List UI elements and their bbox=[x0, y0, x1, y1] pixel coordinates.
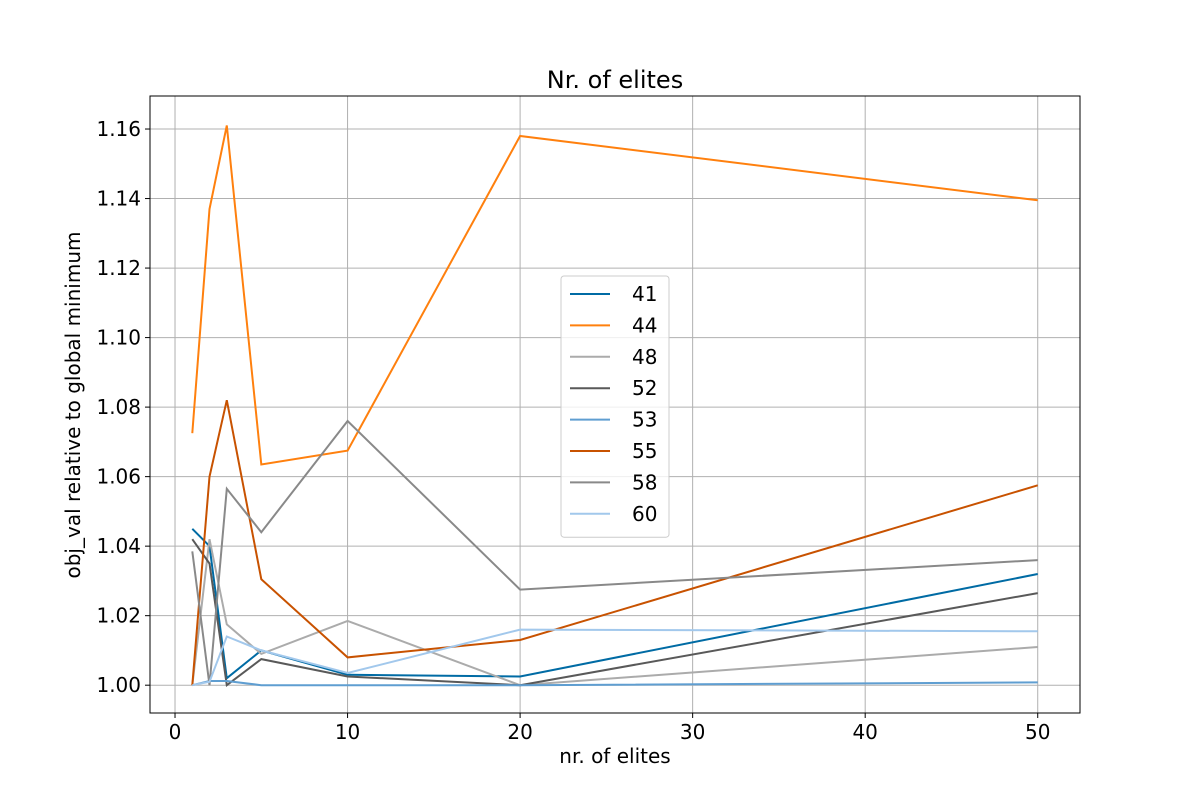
legend-label-52: 52 bbox=[632, 376, 657, 400]
series-line-60 bbox=[192, 628, 1038, 687]
x-axis-ticks: 0 10 20 30 40 50 bbox=[169, 713, 1050, 744]
legend-label-58: 58 bbox=[632, 470, 657, 494]
legend-label-48: 48 bbox=[632, 345, 657, 369]
y-tick-label: 1.14 bbox=[96, 187, 141, 211]
series-layer bbox=[191, 125, 1038, 688]
legend-label-41: 41 bbox=[632, 282, 657, 306]
y-axis-ticks: 1.00 1.02 1.04 1.06 1.08 1.10 1.12 1.14 1.16 bbox=[96, 117, 150, 697]
x-tick-label: 50 bbox=[1025, 720, 1050, 744]
x-tick-label: 0 bbox=[169, 720, 182, 744]
legend: 41 44 48 52 53 55 58 60 bbox=[560, 275, 670, 538]
series-line-55 bbox=[191, 399, 1038, 686]
legend-label-60: 60 bbox=[632, 502, 657, 526]
series-line-44 bbox=[191, 125, 1038, 466]
x-axis-label: nr. of elites bbox=[559, 744, 670, 768]
y-tick-label: 1.02 bbox=[96, 604, 141, 628]
y-tick-label: 1.06 bbox=[96, 465, 141, 489]
x-tick-label: 10 bbox=[335, 720, 360, 744]
y-tick-label: 1.08 bbox=[96, 395, 141, 419]
legend-label-53: 53 bbox=[632, 408, 657, 432]
plot-frame bbox=[149, 95, 1081, 714]
y-tick-label: 1.10 bbox=[96, 326, 141, 350]
y-tick-label: 1.00 bbox=[96, 673, 141, 697]
y-tick-label: 1.16 bbox=[96, 117, 141, 141]
legend-label-44: 44 bbox=[632, 313, 657, 337]
x-tick-label: 40 bbox=[852, 720, 877, 744]
chart-title: Nr. of elites bbox=[547, 66, 683, 94]
y-axis-label: obj_val relative to global minimum bbox=[61, 232, 85, 579]
series-line-58 bbox=[191, 419, 1038, 686]
legend-box bbox=[560, 275, 670, 538]
y-tick-label: 1.04 bbox=[96, 534, 141, 558]
y-tick-label: 1.12 bbox=[96, 256, 141, 280]
legend-label-55: 55 bbox=[632, 439, 657, 463]
x-tick-label: 30 bbox=[680, 720, 705, 744]
x-tick-label: 20 bbox=[507, 720, 532, 744]
